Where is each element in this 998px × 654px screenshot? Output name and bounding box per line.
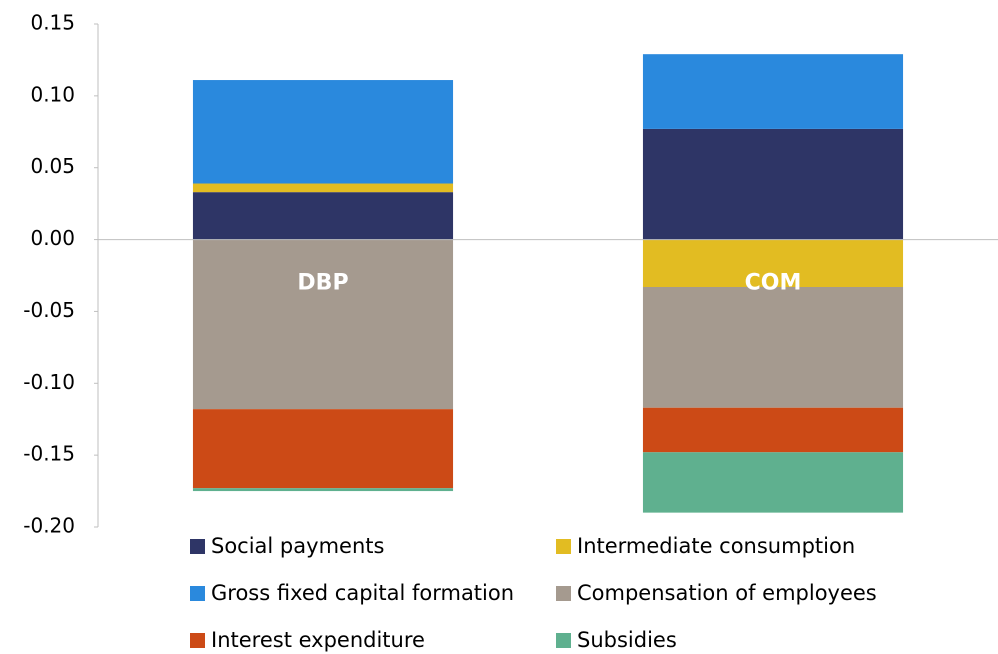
bar-segment xyxy=(192,80,454,184)
bar-segment xyxy=(642,286,904,408)
category-label: DBP xyxy=(297,271,348,296)
bar-segment xyxy=(192,409,454,489)
legend-label: Social payments xyxy=(211,534,384,558)
legend-label: Intermediate consumption xyxy=(577,534,855,558)
legend-swatch xyxy=(556,539,571,554)
bar-segment xyxy=(192,183,454,193)
legend-swatch xyxy=(190,539,205,554)
bar-segment xyxy=(642,239,904,287)
y-tick-label: -0.20 xyxy=(23,514,75,538)
legend-label: Compensation of employees xyxy=(577,581,877,605)
y-tick-label: 0.05 xyxy=(30,154,75,178)
bar-segment xyxy=(642,54,904,129)
y-tick-label: 0.15 xyxy=(30,11,75,35)
legend-label: Gross fixed capital formation xyxy=(211,581,514,605)
bar-segment xyxy=(642,407,904,453)
y-tick-label: 0.00 xyxy=(30,226,75,250)
legend-swatch xyxy=(190,586,205,601)
legend-swatch xyxy=(556,633,571,648)
bar-segment xyxy=(642,128,904,240)
category-label: COM xyxy=(745,271,802,296)
y-tick-label: -0.05 xyxy=(23,298,75,322)
legend-swatch xyxy=(190,633,205,648)
bar-segment xyxy=(192,192,454,240)
bar-segment xyxy=(192,488,454,492)
legend-label: Subsidies xyxy=(577,628,677,652)
y-tick-label: -0.15 xyxy=(23,442,75,466)
legend-label: Interest expenditure xyxy=(211,628,425,652)
legend-swatch xyxy=(556,586,571,601)
bar-segment xyxy=(642,452,904,513)
bar-segment xyxy=(192,239,454,410)
y-tick-label: -0.10 xyxy=(23,370,75,394)
y-tick-label: 0.10 xyxy=(30,82,75,106)
